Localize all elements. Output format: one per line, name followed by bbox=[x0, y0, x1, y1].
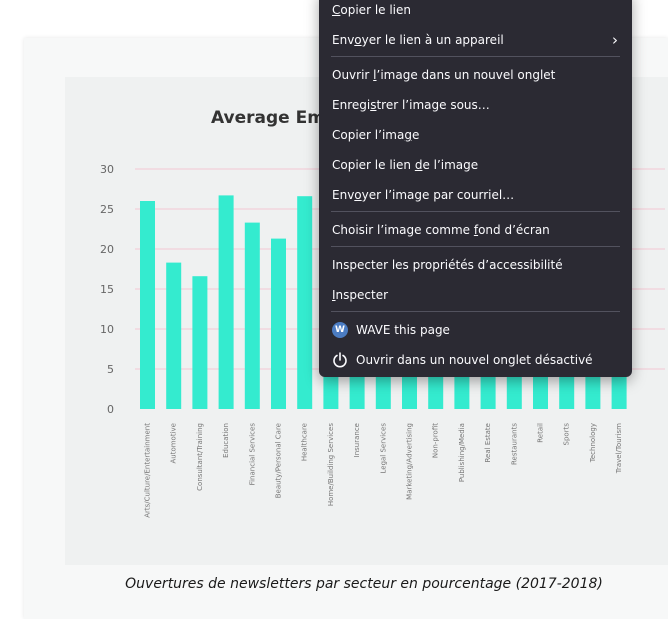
bar bbox=[192, 276, 208, 409]
x-tick-label: Beauty/Personal Care bbox=[275, 423, 283, 498]
x-tick-label: Restaurants bbox=[510, 423, 518, 465]
x-tick-label: Travel/Tourism bbox=[615, 423, 623, 474]
bar bbox=[244, 222, 260, 409]
menu-item-open-in-disabled-tab[interactable]: Ouvrir dans un nouvel onglet désactivé bbox=[319, 345, 632, 375]
x-tick-label: Arts/Culture/Entertainment bbox=[144, 423, 152, 518]
menu-item-wave-this-page[interactable]: W WAVE this page bbox=[319, 315, 632, 345]
x-tick-label: Consultant/Training bbox=[196, 423, 204, 491]
y-tick-label: 5 bbox=[107, 363, 114, 376]
wave-icon: W bbox=[332, 322, 348, 338]
chart-title: Average Ema bbox=[211, 108, 336, 128]
x-tick-label: Financial Services bbox=[248, 423, 256, 486]
x-tick-label: Automotive bbox=[170, 423, 178, 464]
menu-item-copy-image-link[interactable]: Copier le lien de l’image bbox=[332, 158, 479, 172]
x-tick-label: Marketing/Advertising bbox=[406, 423, 414, 500]
x-tick-label: Home/Building Services bbox=[327, 423, 335, 507]
menu-item-copy-link[interactable]: Copier le lien bbox=[332, 3, 412, 17]
menu-separator bbox=[331, 56, 620, 57]
figure-caption: Ouvertures de newsletters par secteur en… bbox=[125, 576, 603, 592]
menu-separator bbox=[331, 211, 620, 212]
bar bbox=[140, 201, 155, 409]
x-tick-label: Non-profit bbox=[432, 423, 440, 458]
x-tick-label: Real Estate bbox=[484, 423, 492, 462]
y-tick-label: 25 bbox=[100, 203, 114, 216]
x-tick-label: Education bbox=[222, 423, 230, 458]
menu-item-copy-image[interactable]: Copier l’image bbox=[332, 128, 420, 142]
menu-item-send-link-to-device[interactable]: Envoyer le lien à un appareil › bbox=[319, 25, 632, 55]
menu-item-inspect[interactable]: Inspecter bbox=[332, 288, 389, 302]
y-tick-label: 10 bbox=[100, 323, 114, 336]
y-tick-label: 20 bbox=[100, 243, 114, 256]
x-tick-label: Retail bbox=[537, 423, 545, 443]
x-tick-label: Healthcare bbox=[301, 423, 309, 461]
x-tick-label: Technology bbox=[589, 423, 597, 463]
bar bbox=[271, 238, 286, 409]
x-tick-label: Sports bbox=[563, 423, 571, 446]
y-tick-label: 15 bbox=[100, 283, 114, 296]
menu-item-inspect-accessibility[interactable]: Inspecter les propriétés d’accessibilité bbox=[332, 258, 563, 272]
menu-item-open-image-new-tab[interactable]: Ouvrir l’image dans un nouvel onglet bbox=[332, 68, 556, 82]
y-tick-label: 30 bbox=[100, 163, 114, 176]
menu-item-save-image-as[interactable]: Enregistrer l’image sous… bbox=[332, 98, 490, 112]
context-menu: Copier le lien Envoyer le lien à un appa… bbox=[319, 0, 632, 377]
power-icon bbox=[333, 352, 347, 368]
menu-separator bbox=[331, 311, 620, 312]
menu-item-set-desktop-background[interactable]: Choisir l’image comme fond d’écran bbox=[332, 223, 550, 237]
x-tick-label: Publishing/Media bbox=[458, 423, 466, 482]
y-tick-label: 0 bbox=[107, 403, 114, 416]
bar bbox=[218, 195, 234, 409]
menu-separator bbox=[331, 246, 620, 247]
bar bbox=[166, 262, 182, 409]
menu-item-email-image[interactable]: Envoyer l’image par courriel… bbox=[332, 188, 515, 202]
bar bbox=[297, 196, 313, 409]
x-tick-label: Legal Services bbox=[379, 423, 387, 474]
x-tick-label: Insurance bbox=[353, 423, 361, 457]
chevron-right-icon: › bbox=[612, 31, 618, 49]
